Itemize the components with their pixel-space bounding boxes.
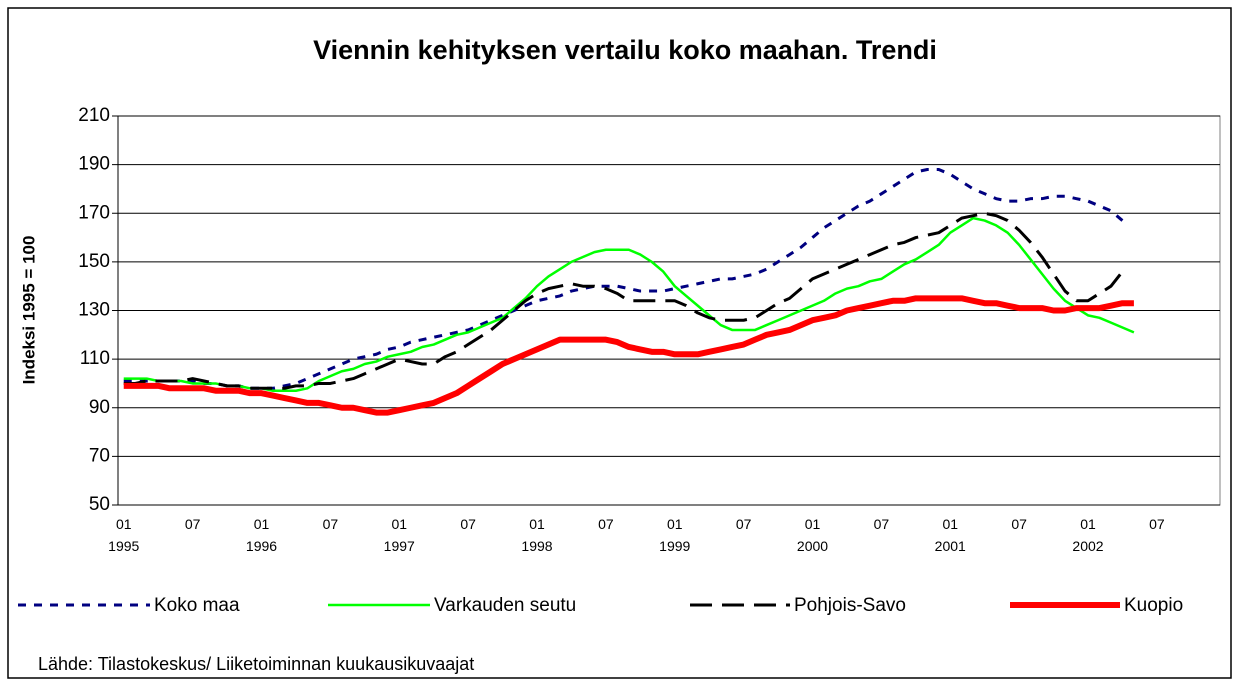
y-tick-label: 170 [78, 202, 110, 223]
y-tick-label: 130 [78, 300, 110, 321]
x-tick-label: 07 [460, 516, 476, 532]
x-tick-label: 01 2001 [934, 516, 966, 554]
x-tick-label: 07 [1149, 516, 1165, 532]
y-tick-label: 190 [78, 154, 110, 175]
y-tick-label: 70 [89, 445, 110, 466]
y-tick-label: 90 [89, 397, 110, 418]
y-tick-label: 210 [78, 105, 110, 126]
x-tick-label: 07 [1011, 516, 1027, 532]
y-tick-label: 50 [89, 494, 110, 515]
y-tick-label: 150 [78, 251, 110, 272]
chart-title: Viennin kehityksen vertailu koko maahan.… [313, 35, 937, 65]
x-tick-label: 07 [322, 516, 339, 532]
y-tick-label: 110 [80, 348, 110, 369]
series-line [123, 216, 1135, 392]
x-tick-label: 07 [184, 516, 201, 532]
series-line [123, 167, 1124, 390]
x-tick-label: 01 2000 [796, 516, 829, 554]
x-tick-label: 01 1996 [245, 516, 278, 554]
x-tick-label: 01 1997 [383, 516, 415, 554]
series-line [123, 295, 1134, 416]
x-tick-label: 07 [598, 516, 614, 532]
legend-label: Pohjois-Savo [794, 595, 906, 616]
x-tick-label: 01 2002 [1072, 516, 1104, 554]
x-tick-label: 01 1998 [521, 516, 553, 554]
y-axis-title: Indeksi 1995 = 100 [19, 236, 38, 385]
x-tick-label: 01 1995 [108, 516, 140, 554]
x-tick-label: 07 [735, 516, 752, 532]
legend-label: Varkauden seutu [434, 595, 576, 616]
x-tick-label: 01 1999 [659, 516, 691, 554]
legend-label: Koko maa [154, 595, 240, 616]
x-tick-label: 07 [873, 516, 890, 532]
series-line [123, 211, 1124, 390]
source: Lähde: Tilastokeskus/ Liiketoiminnan kuu… [38, 654, 474, 674]
legend-label: Kuopio [1124, 595, 1183, 616]
